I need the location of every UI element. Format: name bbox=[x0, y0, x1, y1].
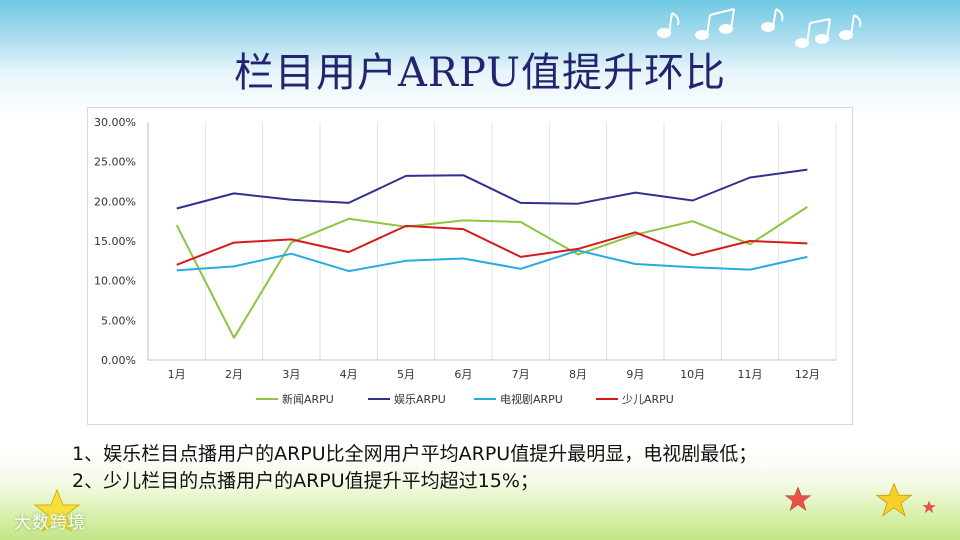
note-line-1: 1、娱乐栏目点播用户的ARPU比全网用户平均ARPU值提升最明显，电视剧最低； bbox=[72, 443, 758, 465]
x-tick-label: 6月 bbox=[454, 368, 472, 381]
brand-logo: 大数跨境 bbox=[14, 508, 86, 533]
series-line bbox=[176, 224, 808, 266]
y-tick-label: 15.00% bbox=[94, 235, 136, 248]
star-icon bbox=[875, 482, 913, 517]
star-icon bbox=[33, 488, 81, 533]
y-tick-label: 0.00% bbox=[101, 354, 136, 367]
slide-title: 栏目用户ARPU值提升环比 bbox=[234, 50, 726, 96]
line-chart: 0.00% 5.00% 10.00% 15.00% 20.00% 25.00% 30.00%… bbox=[94, 116, 837, 406]
y-tick-label: 10.00% bbox=[94, 275, 136, 288]
x-tick-label: 4月 bbox=[340, 368, 358, 381]
notes-block: 1、娱乐栏目点播用户的ARPU比全网用户平均ARPU值提升最明显，电视剧最低； … bbox=[72, 441, 932, 495]
y-tick-label: 5.00% bbox=[101, 314, 136, 327]
series-line bbox=[176, 249, 808, 273]
x-tick-label: 10月 bbox=[680, 368, 705, 381]
series-line bbox=[176, 168, 808, 210]
x-tick-label: 9月 bbox=[626, 368, 644, 381]
series-line bbox=[175, 206, 808, 339]
y-tick-label: 25.00% bbox=[94, 156, 136, 169]
x-tick-label: 7月 bbox=[512, 368, 530, 381]
x-tick-label: 5月 bbox=[397, 368, 415, 381]
sky-background bbox=[0, 0, 960, 120]
legend-label: 新闻ARPU bbox=[282, 392, 334, 406]
x-tick-label: 3月 bbox=[282, 368, 300, 381]
chart-panel: 0.00% 5.00% 10.00% 15.00% 20.00% 25.00% 30.00%… bbox=[87, 107, 853, 425]
star-icon bbox=[784, 486, 812, 511]
y-tick-label: 30.00% bbox=[94, 116, 136, 129]
legend-label: 少儿ARPU bbox=[622, 393, 674, 406]
x-tick-label: 1月 bbox=[168, 368, 186, 381]
note-line-2: 2、少儿栏目的点播用户的ARPU值提升平均超过15%； bbox=[72, 470, 539, 492]
y-tick-label: 20.00% bbox=[94, 195, 136, 208]
x-tick-label: 12月 bbox=[795, 368, 820, 381]
music-note-icon bbox=[657, 8, 862, 48]
legend-label: 电视剧ARPU bbox=[500, 392, 563, 406]
brand-logo-text: 大数跨境 bbox=[14, 513, 86, 533]
star-icon bbox=[922, 500, 936, 514]
legend-label: 娱乐ARPU bbox=[394, 392, 446, 406]
x-tick-label: 2月 bbox=[225, 368, 243, 381]
x-tick-label: 11月 bbox=[738, 368, 763, 381]
x-tick-label: 8月 bbox=[569, 368, 587, 381]
